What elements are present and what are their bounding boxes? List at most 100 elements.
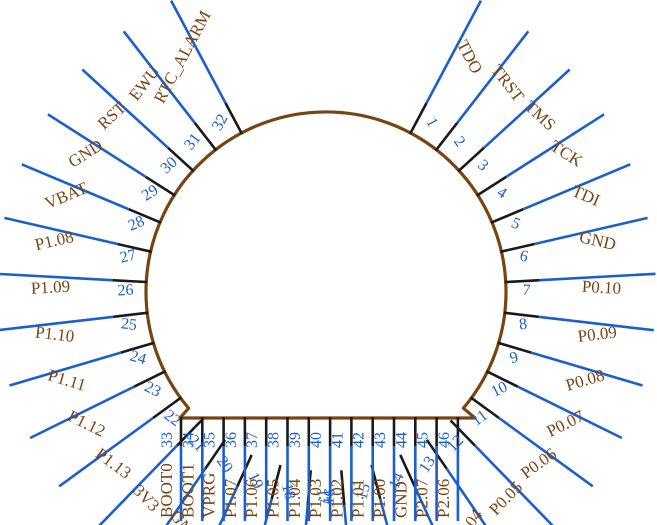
pin-number-46: 46 [436, 432, 453, 448]
pin-lead-inner-8 [503, 311, 539, 319]
pin-label-34: BOOT1 [178, 463, 197, 518]
pin-lead-outer-4 [505, 113, 605, 178]
pin-lead-inner-9 [497, 341, 532, 354]
pin-lead-outer-5 [522, 163, 631, 211]
pin-lead-outer-22 [58, 416, 154, 488]
pin-label-3: TMS [521, 97, 560, 135]
pin-lead-outer-6 [534, 216, 648, 246]
pin-lead-outer-26 [0, 272, 113, 282]
pin-lead-inner-5 [490, 208, 524, 224]
pin-lead-inner-20 [204, 439, 227, 470]
pin-lead-inner-18 [270, 464, 282, 500]
pin-lead-outer-1 [425, 0, 483, 104]
pin-lead-inner-7 [504, 278, 540, 284]
pin-number-42: 42 [351, 432, 368, 448]
pin-lead-inner-24 [120, 341, 155, 354]
pin-number-20: 20 [213, 453, 236, 476]
pin-label-30: RST [94, 98, 130, 133]
pin-lead-outer-25 [0, 315, 114, 332]
pin-lead-outer-10 [517, 385, 623, 440]
pin-number-26: 26 [117, 282, 134, 300]
pin-label-5: TDI [569, 181, 603, 210]
pin-number-37: 37 [244, 432, 261, 448]
pin-lead-inner-16 [340, 470, 346, 506]
pin-lead-inner-25 [113, 311, 149, 319]
pin-number-40: 40 [308, 432, 325, 448]
pin-label-42: P1.01 [349, 479, 368, 518]
pin-label-24: P1.11 [46, 366, 88, 395]
pin-lead-outer-17 [304, 505, 309, 525]
pin-number-33: 33 [159, 432, 176, 448]
pin-lead-outer-23 [29, 385, 135, 440]
pin-lead-outer-15 [379, 498, 389, 525]
pin-number-16: 16 [320, 488, 338, 505]
pin-lead-outer-12 [474, 444, 554, 525]
pin-label-35: VPRG [200, 473, 219, 518]
pin-number-35: 35 [202, 432, 219, 448]
pin-lead-outer-21 [98, 444, 178, 525]
pin-number-45: 45 [415, 432, 432, 448]
pin-number-17: 17 [313, 488, 331, 505]
pin-number-18: 18 [278, 482, 299, 502]
pin-number-10: 10 [488, 378, 510, 400]
pin-number-39: 39 [287, 432, 304, 448]
pin-number-3: 3 [474, 157, 491, 175]
pin-number-38: 38 [266, 432, 283, 448]
pin-lead-inner-29 [145, 175, 176, 197]
pin-lead-outer-8 [538, 315, 654, 332]
pin-number-23: 23 [142, 378, 164, 400]
pin-number-8: 8 [518, 316, 528, 334]
pin-lead-outer-30 [81, 68, 169, 149]
pin-label-43: P1.00 [370, 479, 389, 518]
pin-number-4: 4 [494, 184, 510, 203]
pin-label-33: BOOT0 [157, 463, 176, 518]
pin-lead-inner-11 [469, 396, 500, 420]
pin-label-27: P1.08 [33, 227, 75, 254]
pin-lead-inner-28 [128, 208, 162, 224]
pin-lead-inner-22 [152, 396, 183, 420]
pin-number-6: 6 [518, 247, 530, 265]
pin-lead-inner-27 [117, 242, 152, 254]
pin-number-15: 15 [353, 482, 374, 502]
pin-lead-inner-32 [224, 102, 244, 135]
pin-label-2: TRST [487, 61, 528, 106]
pin-lead-outer-29 [47, 113, 147, 178]
pin-lead-outer-2 [456, 30, 530, 124]
pin-number-41: 41 [329, 432, 346, 448]
pin-number-24: 24 [128, 348, 148, 369]
pin-lead-outer-9 [530, 351, 643, 387]
pin-lead-outer-16 [343, 505, 348, 525]
pin-number-27: 27 [118, 246, 137, 266]
pin-lead-outer-28 [21, 163, 130, 211]
chip-body [144, 110, 508, 420]
pin-number-14: 14 [386, 470, 408, 492]
pin-label-41: P1.02 [327, 479, 346, 518]
pin-label-22: P1.13 [92, 444, 135, 482]
pin-label-26: P1.09 [30, 277, 70, 298]
pin-label-6: GND [578, 227, 618, 254]
pin-label-36: P1.07 [221, 478, 240, 518]
pin-lead-outer-14 [413, 486, 434, 525]
pin-number-1: 1 [422, 115, 441, 130]
pin-lead-inner-2 [434, 122, 459, 152]
chip-outline [144, 110, 508, 420]
pin-lead-outer-20 [165, 467, 207, 525]
pin-number-32: 32 [209, 111, 232, 133]
pin-number-31: 31 [181, 130, 204, 153]
pin-number-44: 44 [393, 432, 410, 448]
pin-label-40: P1.03 [306, 479, 325, 518]
pin-lead-inner-26 [112, 278, 148, 284]
pin-lead-inner-6 [500, 242, 535, 254]
pin-label-39: P1.04 [285, 478, 304, 518]
pin-label-29: GND [65, 136, 106, 172]
pin-label-25: P1.10 [34, 323, 75, 346]
pin-number-34: 34 [180, 432, 197, 448]
pin-lead-inner-14 [399, 454, 416, 488]
pin-label-13: P0.04 [449, 505, 487, 525]
pin-lead-outer-19 [218, 486, 239, 525]
pin-label-38: P1.05 [264, 479, 283, 518]
pin-label-44: GND [391, 481, 410, 518]
pin-lead-outer-11 [498, 416, 594, 488]
pin-number-25: 25 [120, 315, 138, 334]
